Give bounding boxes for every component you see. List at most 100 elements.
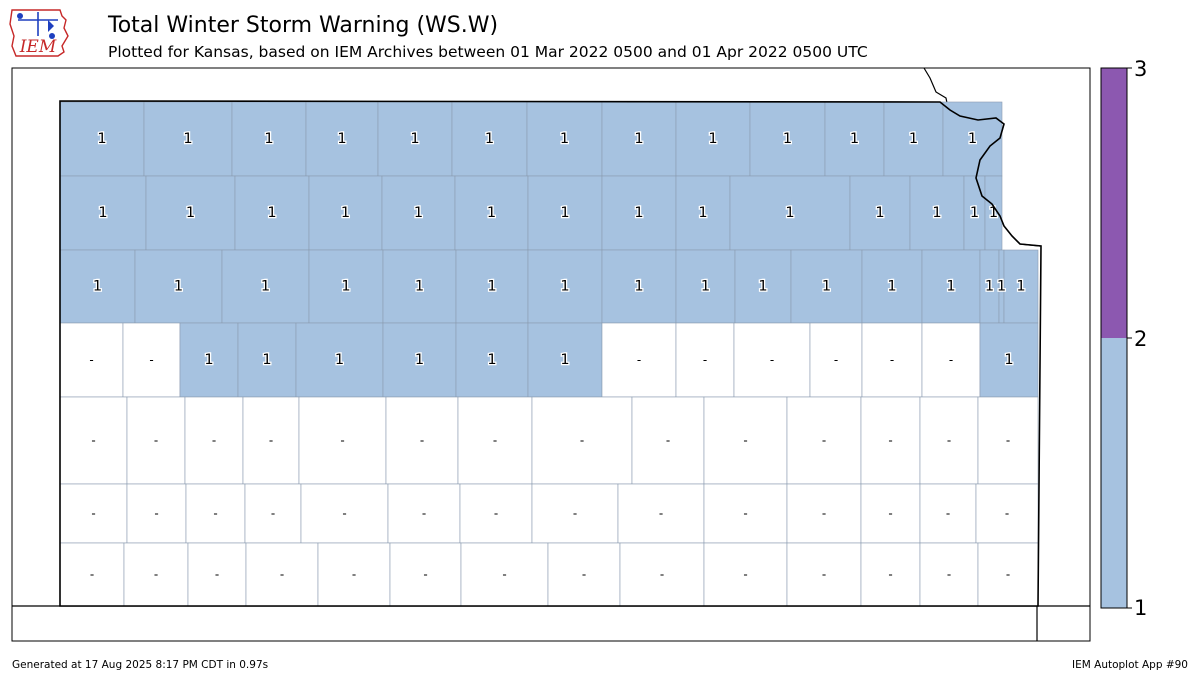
logo-text: IEM <box>19 37 57 57</box>
county-value-row2-14: 1 <box>989 205 998 221</box>
county-value-row4-12: - <box>834 353 838 367</box>
county-value-row7-1: - <box>90 568 94 582</box>
county-value-row1-2: 1 <box>183 131 192 147</box>
county-row7-10 <box>703 542 788 607</box>
county-row4-3 <box>179 322 239 398</box>
county-value-row2-7: 1 <box>560 205 569 221</box>
county-row3-3 <box>221 249 310 324</box>
county-value-row5-1: - <box>91 434 95 448</box>
county-value-row4-6: 1 <box>415 352 424 368</box>
county-row4-6 <box>382 322 457 398</box>
county-row1-4 <box>305 101 379 177</box>
county-value-row2-8: 1 <box>634 205 643 221</box>
county-value-row5-13: - <box>947 434 951 448</box>
county-row4-2 <box>122 322 181 398</box>
county-value-row6-2: - <box>154 507 158 521</box>
county-row4-9 <box>601 322 677 398</box>
county-row6-11 <box>786 483 862 544</box>
county-value-row5-7: - <box>493 434 497 448</box>
county-value-row5-4: - <box>269 434 273 448</box>
county-value-row1-1: 1 <box>97 131 106 147</box>
county-value-row4-14: - <box>949 353 953 367</box>
county-row1-13 <box>942 101 1003 177</box>
county-value-row3-7: 1 <box>560 279 569 295</box>
county-value-row3-12: 1 <box>887 279 896 295</box>
county-row7-4 <box>245 542 319 607</box>
county-row6-1 <box>59 483 128 544</box>
county-value-row1-12: 1 <box>909 131 918 147</box>
county-value-row1-3: 1 <box>264 131 273 147</box>
county-value-row6-8: - <box>573 507 577 521</box>
county-value-row6-3: - <box>213 507 217 521</box>
county-row1-12 <box>883 101 944 177</box>
county-row3-1 <box>59 249 136 324</box>
county-row5-5 <box>298 396 387 485</box>
county-value-row2-3: 1 <box>267 205 276 221</box>
county-value-row3-9: 1 <box>701 279 710 295</box>
county-value-row2-12: 1 <box>932 205 941 221</box>
county-value-row4-5: 1 <box>335 352 344 368</box>
county-row2-7 <box>527 175 603 251</box>
county-row5-1 <box>59 396 128 485</box>
county-row6-9 <box>617 483 705 544</box>
county-value-row4-13: - <box>890 353 894 367</box>
county-row2-10 <box>729 175 851 251</box>
county-value-row7-3: - <box>215 568 219 582</box>
county-row4-1 <box>59 322 124 398</box>
map-subtitle: Plotted for Kansas, based on IEM Archive… <box>108 43 868 61</box>
county-row7-3 <box>187 542 247 607</box>
county-value-row7-12: - <box>888 568 892 582</box>
county-row5-10 <box>703 396 788 485</box>
county-row3-4 <box>308 249 384 324</box>
county-value-row1-11: 1 <box>850 131 859 147</box>
map-title: Total Winter Storm Warning (WS.W) <box>108 13 499 38</box>
county-value-row5-3: - <box>212 434 216 448</box>
county-row1-8 <box>601 101 677 177</box>
county-row7-14 <box>977 542 1039 607</box>
county-row2-2 <box>145 175 236 251</box>
county-value-row6-1: - <box>91 507 95 521</box>
county-value-row2-4: 1 <box>341 205 350 221</box>
county-value-row3-2: 1 <box>174 279 183 295</box>
county-value-row4-15: 1 <box>1004 352 1013 368</box>
county-value-row3-14: 1 <box>985 279 994 295</box>
county-value-row2-13: 1 <box>970 205 979 221</box>
county-value-row5-6: - <box>420 434 424 448</box>
county-row6-2 <box>126 483 187 544</box>
county-row5-2 <box>126 396 186 485</box>
county-value-row1-8: 1 <box>634 131 643 147</box>
county-value-row5-14: - <box>1006 434 1010 448</box>
county-value-row4-9: - <box>637 353 641 367</box>
county-row3-9 <box>675 249 736 324</box>
county-value-row3-10: 1 <box>758 279 767 295</box>
county-value-row4-10: - <box>703 353 707 367</box>
county-value-row2-9: 1 <box>698 205 707 221</box>
county-row2-5 <box>381 175 456 251</box>
county-value-row3-8: 1 <box>634 279 643 295</box>
county-value-row7-5: - <box>352 568 356 582</box>
county-row6-4 <box>244 483 302 544</box>
county-value-row2-1: 1 <box>98 205 107 221</box>
county-row7-8 <box>547 542 621 607</box>
county-row6-6 <box>387 483 461 544</box>
county-value-row1-5: 1 <box>410 131 419 147</box>
county-value-row6-4: - <box>271 507 275 521</box>
county-row4-11 <box>733 322 811 398</box>
county-value-row7-11: - <box>822 568 826 582</box>
county-row5-7 <box>457 396 533 485</box>
county-value-row7-9: - <box>660 568 664 582</box>
county-value-row1-10: 1 <box>783 131 792 147</box>
county-value-row5-2: - <box>154 434 158 448</box>
county-row2-9 <box>675 175 731 251</box>
county-value-row6-9: - <box>659 507 663 521</box>
county-row7-7 <box>460 542 549 607</box>
county-row6-12 <box>860 483 921 544</box>
county-row1-6 <box>451 101 528 177</box>
county-value-row3-5: 1 <box>415 279 424 295</box>
county-row3-8 <box>601 249 677 324</box>
county-value-row6-6: - <box>422 507 426 521</box>
county-value-row1-4: 1 <box>337 131 346 147</box>
map-frame <box>11 67 1091 642</box>
county-row3-12 <box>861 249 923 324</box>
